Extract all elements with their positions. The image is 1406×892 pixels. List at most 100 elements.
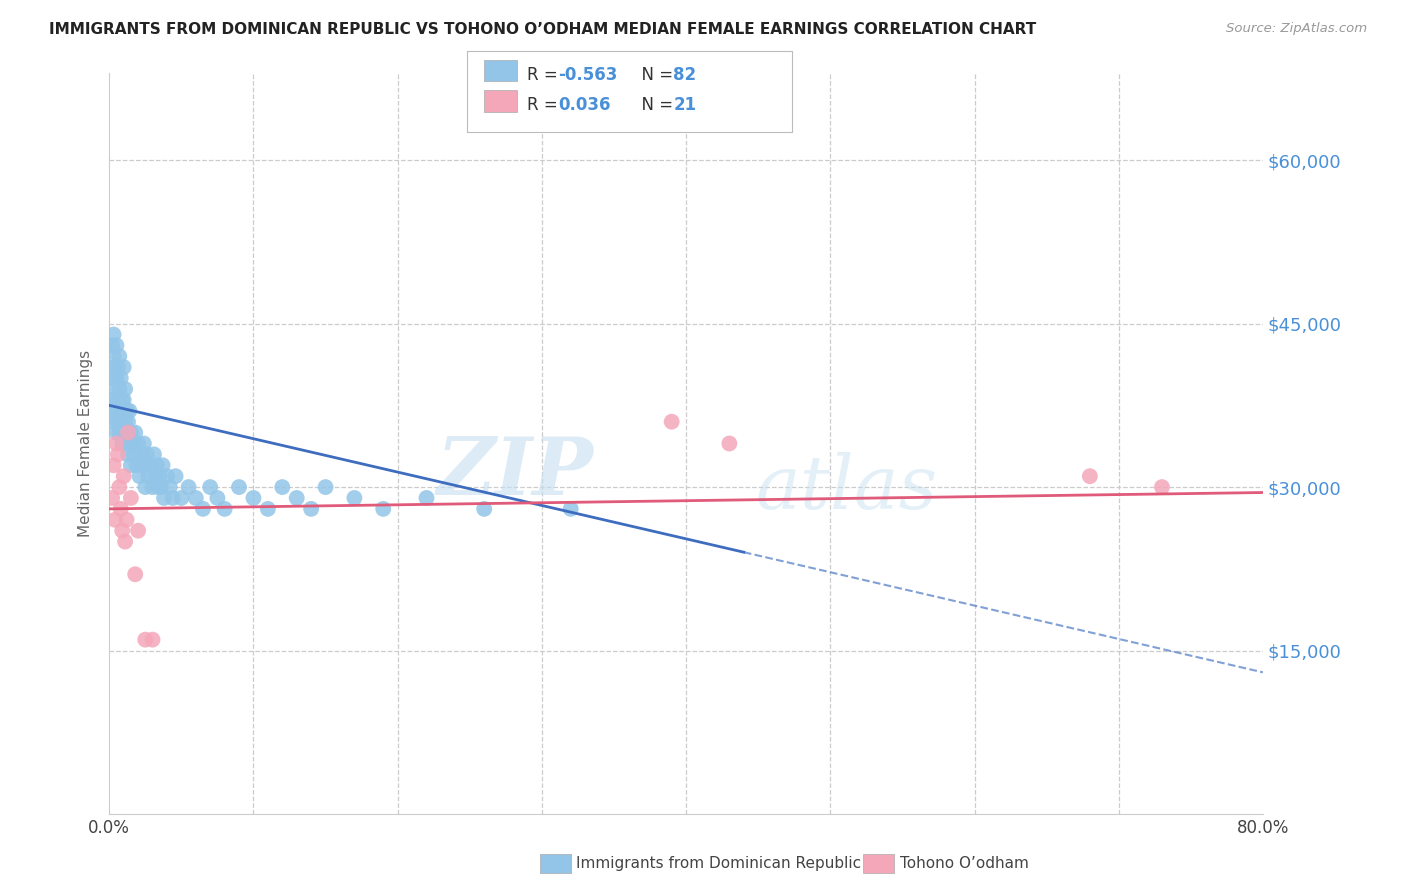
Point [228, 480, 250, 494]
Point [104, 360, 127, 375]
Point [115, 513, 138, 527]
Point [101, 491, 124, 505]
Point [117, 447, 139, 461]
Point [136, 469, 159, 483]
Text: N =: N = [631, 96, 679, 114]
Point [103, 415, 125, 429]
Point [152, 458, 174, 473]
Point [112, 392, 135, 407]
Point [198, 480, 221, 494]
Point [114, 382, 136, 396]
Point [107, 447, 129, 461]
Point [111, 524, 134, 538]
Point [285, 491, 308, 505]
Point [145, 469, 167, 483]
Point [159, 480, 181, 494]
Point [129, 447, 152, 461]
Point [472, 501, 495, 516]
Point [110, 501, 132, 516]
Point [242, 491, 264, 505]
Point [104, 404, 127, 418]
Point [120, 425, 142, 440]
Point [110, 415, 132, 429]
Point [128, 469, 150, 483]
Point [153, 491, 176, 505]
Point [117, 425, 139, 440]
Point [150, 480, 173, 494]
Point [162, 491, 184, 505]
Text: Immigrants from Dominican Republic: Immigrants from Dominican Republic [576, 856, 862, 871]
Point [111, 436, 134, 450]
Text: 0.036: 0.036 [558, 96, 610, 114]
Point [122, 447, 145, 461]
Point [121, 436, 143, 450]
Text: 82: 82 [673, 66, 696, 84]
Point [105, 371, 128, 385]
Point [101, 371, 124, 385]
Point [107, 415, 129, 429]
Text: Tohono O’odham: Tohono O’odham [900, 856, 1029, 871]
Text: atlas: atlas [755, 451, 938, 524]
Text: -0.563: -0.563 [558, 66, 617, 84]
Text: ZIP: ZIP [437, 434, 593, 512]
Point [134, 480, 156, 494]
Point [112, 360, 135, 375]
Point [207, 491, 229, 505]
Point [108, 382, 131, 396]
Text: R =: R = [527, 96, 568, 114]
Point [1150, 480, 1173, 494]
Point [124, 425, 146, 440]
Point [127, 436, 149, 450]
Text: 21: 21 [673, 96, 696, 114]
Point [112, 469, 135, 483]
Point [103, 349, 125, 363]
Point [114, 415, 136, 429]
Point [117, 415, 139, 429]
Point [105, 436, 128, 450]
Point [103, 327, 125, 342]
Point [105, 404, 128, 418]
Point [108, 425, 131, 440]
Point [110, 371, 132, 385]
Point [141, 480, 163, 494]
Point [156, 469, 179, 483]
Point [373, 501, 395, 516]
Point [111, 392, 134, 407]
Point [135, 447, 157, 461]
Point [214, 501, 236, 516]
Point [124, 567, 146, 582]
Text: N =: N = [631, 66, 679, 84]
Point [108, 349, 131, 363]
Point [177, 480, 200, 494]
Point [118, 436, 141, 450]
Point [560, 501, 582, 516]
Point [299, 501, 322, 516]
Point [118, 404, 141, 418]
Point [107, 392, 129, 407]
Point [103, 458, 125, 473]
Point [257, 501, 280, 516]
Text: IMMIGRANTS FROM DOMINICAN REPUBLIC VS TOHONO O’ODHAM MEDIAN FEMALE EARNINGS CORR: IMMIGRANTS FROM DOMINICAN REPUBLIC VS TO… [49, 22, 1036, 37]
Point [141, 632, 163, 647]
Point [115, 425, 138, 440]
Point [343, 491, 366, 505]
Point [107, 360, 129, 375]
Point [271, 480, 294, 494]
Point [146, 458, 169, 473]
Point [110, 404, 132, 418]
Point [112, 425, 135, 440]
Point [1078, 469, 1101, 483]
Point [134, 632, 156, 647]
Point [105, 425, 128, 440]
Point [170, 491, 193, 505]
Point [120, 491, 142, 505]
Point [718, 436, 741, 450]
Point [125, 458, 148, 473]
Point [127, 524, 149, 538]
Point [108, 480, 131, 494]
Point [142, 447, 165, 461]
Point [115, 404, 138, 418]
Y-axis label: Median Female Earnings: Median Female Earnings [79, 350, 93, 537]
Point [120, 458, 142, 473]
Point [661, 415, 683, 429]
